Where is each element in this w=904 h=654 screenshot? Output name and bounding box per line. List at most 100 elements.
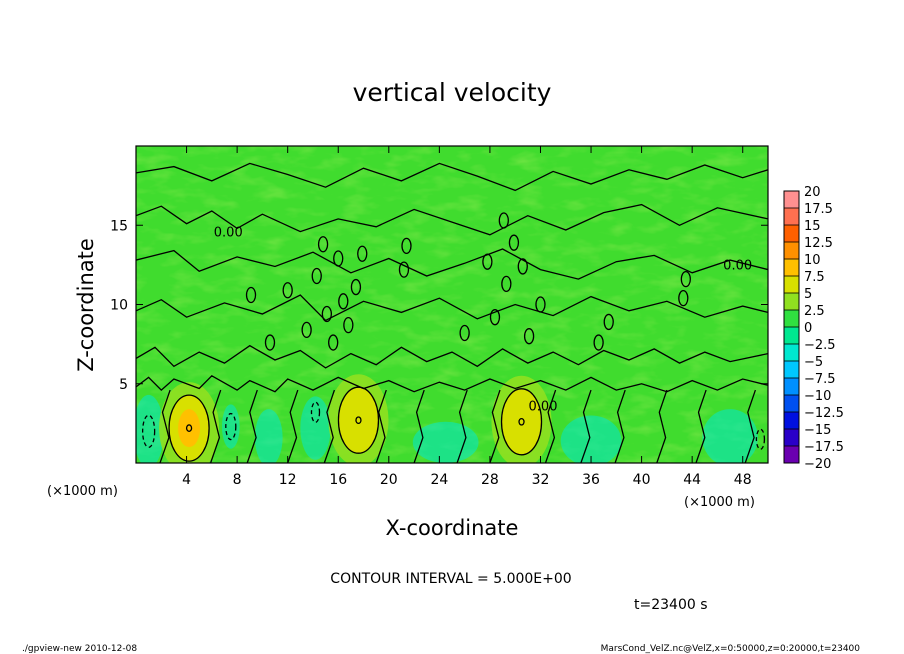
colorbar-segment xyxy=(784,191,799,208)
y-tick-label: 15 xyxy=(110,218,128,234)
y-tick-label: 10 xyxy=(110,298,128,314)
x-tick-label: 32 xyxy=(532,472,550,488)
updraft-peak-contour xyxy=(518,417,525,426)
colorbar-tick-label: −15 xyxy=(804,423,831,438)
updraft-contour xyxy=(337,386,380,454)
small-contour-cell xyxy=(508,234,520,251)
contour-line-zero xyxy=(136,294,768,322)
colorbar: 20 17.5 15 12.5 10 7.5 5 2.5 0 −2.5 −5 −7.5 −10 −12.5… xyxy=(783,185,844,472)
downdraft-region xyxy=(136,394,164,463)
x-tick-label: 16 xyxy=(329,472,347,488)
footer-right: MarsCond_VelZ.nc@VelZ,x=0:50000,z=0:2000… xyxy=(601,644,861,654)
contour-line-zero xyxy=(136,248,768,280)
field-blobs xyxy=(136,374,758,463)
x-tick-label: 48 xyxy=(734,472,752,488)
negative-contour xyxy=(141,414,156,448)
small-contour-cell xyxy=(593,334,604,351)
small-contour-cell xyxy=(321,305,333,323)
colorbar-segment xyxy=(784,378,799,395)
colorbar-segment xyxy=(784,276,799,293)
small-contour-cell xyxy=(401,237,412,255)
colorbar-tick-label: 0 xyxy=(804,321,812,336)
colorbar-tick-label: −12.5 xyxy=(804,406,844,421)
x-unit-label: (×1000 m) xyxy=(684,495,755,510)
small-contour-cell xyxy=(343,316,354,334)
contour-line-plume xyxy=(456,389,468,463)
small-contour-cell xyxy=(603,313,614,331)
small-contour-cell xyxy=(501,275,512,293)
contour-interval: CONTOUR INTERVAL = 5.000E+00 xyxy=(330,571,571,587)
colorbar-segment xyxy=(784,446,799,463)
colorbar-segment xyxy=(784,429,799,446)
updraft-peak-contour xyxy=(185,424,193,432)
small-contour-cell xyxy=(338,293,349,310)
contour-line-plume xyxy=(323,389,336,463)
small-contour-cell xyxy=(264,334,276,351)
y-axis-label: Z-coordinate xyxy=(74,238,98,372)
contour-line-plume xyxy=(656,389,668,463)
contour-line-zero xyxy=(136,203,768,236)
downdraft-region xyxy=(254,409,283,463)
x-tick-label: 4 xyxy=(182,472,191,488)
colorbar-segment xyxy=(784,412,799,429)
small-contour-cell xyxy=(333,250,344,267)
colorbar-tick-label: −10 xyxy=(804,389,831,404)
colorbar-tick-label: −5 xyxy=(804,355,823,370)
small-contour-cell xyxy=(489,309,501,326)
small-contour-cell xyxy=(328,334,339,351)
contour-lines: 0.00 0.00 0.00 xyxy=(136,162,768,463)
contour-label: 0.00 xyxy=(529,400,558,415)
colorbar-tick-label: −2.5 xyxy=(804,338,836,353)
small-contour-cell xyxy=(523,328,535,345)
contour-line-zero xyxy=(136,162,768,192)
small-contour-cell xyxy=(459,324,470,342)
contour-line-plume xyxy=(209,389,222,463)
updraft-core xyxy=(347,401,370,440)
small-contour-cell xyxy=(517,258,528,275)
y-unit-label: (×1000 m) xyxy=(47,484,118,499)
colorbar-tick-label: 12.5 xyxy=(804,236,833,251)
contour-line-plume xyxy=(614,389,626,463)
small-contour-cell xyxy=(535,296,546,313)
colorbar-tick-label: 5 xyxy=(804,287,812,302)
small-contour-cell xyxy=(317,236,329,253)
colorbar-segment xyxy=(784,293,799,310)
chart-title: vertical velocity xyxy=(353,78,552,107)
small-contour-cell xyxy=(498,212,509,229)
contour-line-plume xyxy=(744,389,757,463)
small-contour-cell xyxy=(398,261,410,278)
y-tick-label: 5 xyxy=(119,377,128,393)
contour-line-plume xyxy=(287,389,299,463)
x-tick-label: 36 xyxy=(582,472,600,488)
downdraft-region xyxy=(702,409,758,463)
x-tick-label: 24 xyxy=(430,472,448,488)
time-label: t=23400 s xyxy=(634,597,708,613)
colorbar-tick-label: −20 xyxy=(804,457,831,472)
colorbar-segment xyxy=(784,361,799,378)
contour-line-zero xyxy=(136,344,768,369)
small-contour-cell xyxy=(301,321,312,339)
x-tick-label: 8 xyxy=(233,472,242,488)
small-contour-cell xyxy=(245,286,257,304)
negative-contour xyxy=(225,412,237,441)
contour-label: 0.00 xyxy=(723,259,752,274)
contour-line-plume xyxy=(544,389,557,463)
colorbar-tick-label: 7.5 xyxy=(804,270,825,285)
small-contour-cell xyxy=(482,253,493,270)
colorbar-segment xyxy=(784,225,799,242)
downdraft-region xyxy=(412,421,479,463)
colorbar-tick-label: 20 xyxy=(804,185,821,200)
small-contour-cell xyxy=(350,278,362,296)
x-tick-label: 44 xyxy=(683,472,701,488)
colorbar-segment xyxy=(784,310,799,327)
updraft-contour xyxy=(500,388,543,456)
contour-line-plume xyxy=(246,389,258,463)
contour-line-zero xyxy=(136,374,768,393)
colorbar-segment xyxy=(784,259,799,276)
colorbar-tick-label: 2.5 xyxy=(804,304,825,319)
downdraft-region xyxy=(300,396,331,460)
contour-line-plume xyxy=(580,389,592,463)
downdraft-region xyxy=(221,404,240,449)
small-contour-cell xyxy=(357,245,368,262)
